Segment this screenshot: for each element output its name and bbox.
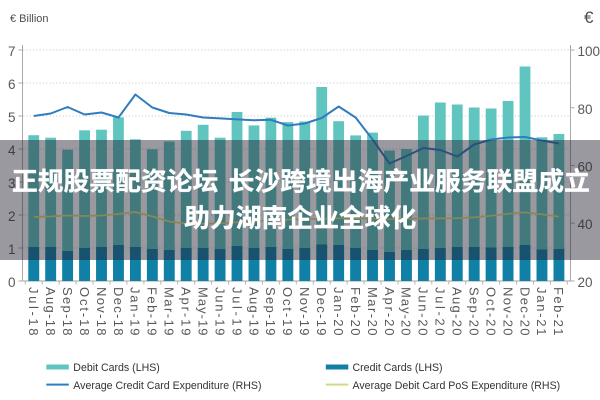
svg-text:€ Billion: € Billion	[10, 13, 49, 25]
svg-text:Dec-18: Dec-18	[111, 287, 126, 336]
svg-text:1: 1	[8, 242, 16, 257]
svg-text:Jan-20: Jan-20	[331, 287, 346, 336]
svg-text:Aug-20: Aug-20	[450, 287, 465, 336]
svg-text:May-19: May-19	[196, 287, 211, 336]
svg-text:Jul-19: Jul-19	[229, 287, 244, 336]
svg-text:7: 7	[8, 44, 16, 59]
svg-text:Average Credit Card Expenditur: Average Credit Card Expenditure (RHS)	[73, 380, 261, 392]
svg-text:Jul-20: Jul-20	[433, 287, 448, 336]
svg-text:Sep-20: Sep-20	[467, 287, 482, 336]
svg-text:100: 100	[578, 44, 600, 59]
svg-text:Mar-19: Mar-19	[162, 287, 177, 336]
svg-text:Jan-19: Jan-19	[128, 287, 143, 336]
svg-text:Feb-20: Feb-20	[348, 287, 363, 336]
svg-text:Average Debit Card PoS Expendi: Average Debit Card PoS Expenditure (RHS)	[353, 380, 561, 392]
svg-text:Sep-18: Sep-18	[60, 287, 75, 336]
svg-text:Jun-20: Jun-20	[416, 287, 431, 336]
svg-text:Nov-20: Nov-20	[500, 287, 515, 336]
svg-text:Credit Cards (LHS): Credit Cards (LHS)	[353, 362, 443, 374]
svg-text:Sep-19: Sep-19	[263, 287, 278, 336]
svg-text:Nov-19: Nov-19	[297, 287, 312, 336]
svg-text:Dec-19: Dec-19	[314, 287, 329, 336]
svg-text:60: 60	[578, 160, 593, 175]
svg-text:3: 3	[8, 176, 16, 191]
svg-text:Debit Cards (LHS): Debit Cards (LHS)	[73, 362, 160, 374]
svg-text:Aug-18: Aug-18	[43, 287, 58, 336]
svg-text:Mar-20: Mar-20	[365, 287, 380, 336]
svg-text:0: 0	[8, 275, 16, 290]
svg-text:€: €	[584, 8, 594, 27]
svg-text:40: 40	[578, 217, 593, 232]
svg-text:Dec-20: Dec-20	[517, 287, 532, 336]
svg-text:80: 80	[578, 102, 593, 117]
svg-text:Nov-18: Nov-18	[94, 287, 109, 336]
svg-text:Jul-18: Jul-18	[26, 287, 41, 336]
svg-text:Aug-19: Aug-19	[246, 287, 261, 336]
svg-text:May-20: May-20	[399, 287, 414, 336]
svg-text:5: 5	[8, 110, 16, 125]
svg-text:4: 4	[8, 143, 16, 158]
svg-text:2: 2	[8, 209, 16, 224]
svg-text:Jan-21: Jan-21	[534, 287, 549, 336]
svg-text:6: 6	[8, 77, 16, 92]
svg-text:Feb-21: Feb-21	[551, 287, 566, 336]
svg-text:Jun-19: Jun-19	[212, 287, 227, 336]
svg-text:Feb-19: Feb-19	[145, 287, 160, 336]
svg-text:20: 20	[578, 275, 593, 290]
